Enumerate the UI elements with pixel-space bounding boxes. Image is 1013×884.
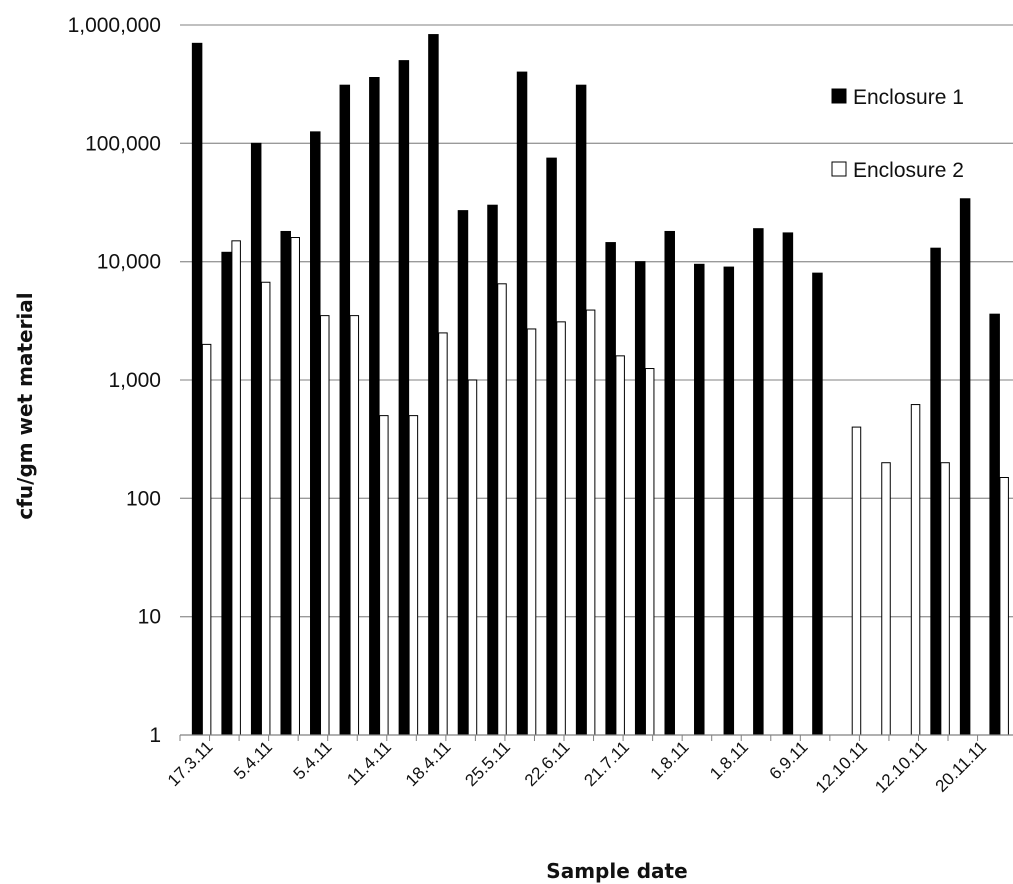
- bar-enclosure-2: [290, 237, 300, 736]
- bar-enclosure-1: [369, 77, 380, 736]
- legend-swatch-enclosure-2: [831, 161, 847, 177]
- y-axis-title: cfu/gm wet material: [13, 292, 37, 519]
- bar-enclosure-2: [201, 343, 212, 736]
- bar-enclosure-1: [310, 131, 321, 736]
- x-tick-label: 21.7.11: [580, 737, 633, 790]
- y-tick-label: 1,000,000: [68, 14, 161, 37]
- bar-enclosure-1: [605, 242, 616, 736]
- x-tick-label: 17.3.11: [164, 737, 217, 790]
- bar-enclosure-1: [487, 204, 498, 736]
- bar-enclosure-1: [546, 157, 557, 736]
- bar-enclosure-2: [615, 355, 625, 736]
- bar-enclosure-2: [851, 426, 862, 736]
- bar-enclosure-2: [467, 379, 478, 736]
- bar-enclosure-2: [260, 281, 271, 736]
- bar-enclosure-1: [398, 60, 410, 736]
- axes: [179, 734, 1013, 741]
- bar-enclosure-2: [881, 462, 891, 736]
- bar-enclosure-2: [940, 462, 950, 736]
- x-tick-label: 6.9.11: [766, 737, 812, 783]
- bar-enclosure-1: [575, 84, 587, 736]
- bar-enclosure-2: [526, 328, 537, 736]
- x-tick-label: 1.8.11: [706, 737, 752, 783]
- bar-enclosure-1: [191, 42, 203, 736]
- x-tick-label: 12.10.11: [812, 737, 871, 796]
- bars: [191, 34, 1009, 736]
- y-tick-label: 1: [149, 724, 161, 747]
- bar-enclosure-2: [585, 309, 596, 736]
- legend-label-enclosure-1: Enclosure 1: [853, 86, 964, 109]
- bar-enclosure-1: [723, 266, 735, 736]
- bar-enclosure-1: [516, 71, 528, 736]
- bar-enclosure-2: [910, 404, 921, 736]
- y-tick-label: 10: [138, 606, 161, 629]
- x-tick-label: 20.11.11: [932, 737, 990, 795]
- y-tick-labels: 1 10 100 1,000 10,000 100,000 1,000,000: [68, 14, 161, 747]
- x-tick-label: 1.8.11: [647, 737, 693, 783]
- bar-enclosure-1: [694, 263, 705, 736]
- bar-enclosure-1: [753, 228, 764, 736]
- bar-enclosure-2: [408, 415, 419, 736]
- bar-enclosure-2: [556, 321, 566, 736]
- legend-label-enclosure-2: Enclosure 2: [853, 159, 964, 182]
- x-tick-label: 22.6.11: [521, 737, 574, 790]
- bar-enclosure-1: [664, 230, 675, 736]
- x-tick-label: 11.4.11: [343, 737, 395, 789]
- y-tick-label: 100,000: [85, 132, 161, 155]
- bar-enclosure-1: [221, 251, 232, 736]
- legend: Enclosure 1 Enclosure 2: [831, 86, 964, 182]
- x-tick-label: 12.10.11: [871, 737, 930, 796]
- x-tick-label: 5.4.11: [290, 737, 336, 783]
- x-tick-label: 25.5.11: [461, 737, 514, 790]
- bar-enclosure-2: [497, 283, 507, 736]
- bar-enclosure-1: [250, 142, 262, 736]
- x-tick-label: 5.4.11: [230, 737, 276, 783]
- x-axis-title: Sample date: [546, 859, 687, 883]
- bar-enclosure-1: [989, 313, 1000, 736]
- bar-enclosure-2: [349, 315, 360, 736]
- bar-enclosure-2: [320, 315, 330, 736]
- bar-enclosure-2: [438, 332, 448, 736]
- bar-enclosure-1: [339, 84, 351, 736]
- bar-enclosure-1: [280, 230, 291, 736]
- bar-enclosure-1: [812, 272, 823, 736]
- bar-enclosure-1: [428, 34, 439, 736]
- bar-enclosure-1: [782, 232, 794, 736]
- bar-enclosure-1: [959, 198, 971, 736]
- y-tick-label: 1,000: [108, 369, 161, 392]
- bar-enclosure-1: [634, 261, 646, 736]
- bar-enclosure-2: [999, 476, 1009, 736]
- bar-enclosure-2: [231, 240, 241, 736]
- y-tick-label: 100: [126, 487, 161, 510]
- bar-enclosure-2: [644, 368, 655, 736]
- bar-enclosure-1: [930, 247, 941, 736]
- x-tick-labels: 17.3.11 5.4.11 5.4.11 11.4.11 18.4.11 25.5.11…: [164, 737, 990, 796]
- legend-swatch-enclosure-1: [831, 88, 847, 104]
- y-tick-label: 10,000: [97, 251, 161, 274]
- bar-enclosure-1: [457, 210, 469, 736]
- x-tick-label: 18.4.11: [402, 737, 455, 790]
- bar-enclosure-2: [379, 415, 389, 736]
